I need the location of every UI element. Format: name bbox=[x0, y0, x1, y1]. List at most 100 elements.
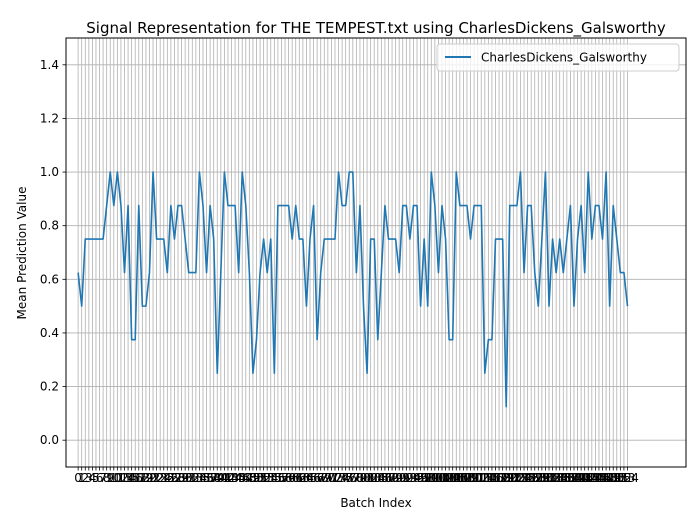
x-tick-label: 59 bbox=[281, 471, 296, 485]
x-tick-label: 140 bbox=[566, 471, 589, 485]
x-tick-label: 15 bbox=[124, 471, 139, 485]
x-tick-label: 38 bbox=[206, 471, 221, 485]
x-axis: 0123456789101112131415161718192021222324… bbox=[74, 467, 639, 485]
x-tick-label: 16 bbox=[128, 471, 143, 485]
x-tick-label: 6 bbox=[96, 471, 104, 485]
x-tick-label: 141 bbox=[570, 471, 593, 485]
x-tick-label: 152 bbox=[609, 471, 632, 485]
x-tick-label: 121 bbox=[498, 471, 521, 485]
x-tick-label: 58 bbox=[277, 471, 292, 485]
x-tick-label: 125 bbox=[513, 471, 536, 485]
x-tick-label: 137 bbox=[555, 471, 578, 485]
x-tick-label: 99 bbox=[424, 471, 439, 485]
legend-box bbox=[436, 43, 680, 72]
x-tick-label: 0 bbox=[74, 471, 82, 485]
y-tick-label: 1.4 bbox=[40, 58, 59, 72]
x-tick-label: 4 bbox=[89, 471, 97, 485]
x-tick-label: 136 bbox=[552, 471, 575, 485]
legend-entry: CharlesDickens_Galsworthy bbox=[481, 51, 647, 65]
x-tick-label: 39 bbox=[210, 471, 225, 485]
x-tick-label: 60 bbox=[285, 471, 300, 485]
x-tick-label: 48 bbox=[242, 471, 257, 485]
x-tick-label: 10 bbox=[106, 471, 121, 485]
x-tick-label: 64 bbox=[299, 471, 314, 485]
x-tick-label: 119 bbox=[491, 471, 514, 485]
x-tick-label: 36 bbox=[199, 471, 214, 485]
y-tick-label: 0.6 bbox=[40, 272, 59, 286]
x-tick-label: 51 bbox=[252, 471, 267, 485]
x-tick-label: 154 bbox=[616, 471, 639, 485]
y-tick-label: 1.0 bbox=[40, 165, 59, 179]
x-tick-label: 19 bbox=[138, 471, 153, 485]
x-tick-label: 104 bbox=[438, 471, 461, 485]
x-tick-label: 73 bbox=[331, 471, 346, 485]
x-tick-label: 57 bbox=[274, 471, 289, 485]
x-tick-label: 20 bbox=[142, 471, 157, 485]
x-tick-label: 32 bbox=[185, 471, 200, 485]
x-tick-label: 47 bbox=[238, 471, 253, 485]
x-tick-label: 23 bbox=[153, 471, 168, 485]
x-tick-label: 24 bbox=[156, 471, 171, 485]
x-tick-label: 41 bbox=[217, 471, 232, 485]
x-tick-label: 53 bbox=[260, 471, 275, 485]
legend: CharlesDickens_Galsworthy bbox=[436, 43, 680, 72]
x-tick-label: 72 bbox=[327, 471, 342, 485]
x-tick-label: 31 bbox=[181, 471, 196, 485]
x-tick-label: 63 bbox=[295, 471, 310, 485]
x-tick-label: 86 bbox=[377, 471, 392, 485]
x-tick-label: 131 bbox=[534, 471, 557, 485]
x-tick-label: 42 bbox=[220, 471, 235, 485]
x-tick-label: 97 bbox=[417, 471, 432, 485]
x-tick-label: 22 bbox=[149, 471, 164, 485]
x-tick-label: 55 bbox=[267, 471, 282, 485]
x-tick-label: 122 bbox=[502, 471, 525, 485]
x-tick-label: 143 bbox=[577, 471, 600, 485]
x-tick-label: 80 bbox=[356, 471, 371, 485]
x-tick-label: 88 bbox=[384, 471, 399, 485]
x-tick-label: 118 bbox=[488, 471, 511, 485]
x-tick-label: 18 bbox=[135, 471, 150, 485]
x-tick-label: 130 bbox=[530, 471, 553, 485]
x-tick-label: 109 bbox=[456, 471, 479, 485]
x-tick-label: 54 bbox=[263, 471, 278, 485]
x-tick-label: 84 bbox=[370, 471, 385, 485]
x-tick-label: 13 bbox=[117, 471, 132, 485]
x-tick-label: 69 bbox=[317, 471, 332, 485]
x-tick-label: 117 bbox=[484, 471, 507, 485]
x-tick-label: 100 bbox=[423, 471, 446, 485]
x-tick-label: 71 bbox=[324, 471, 339, 485]
plot-frame bbox=[65, 37, 687, 468]
x-tick-label: 114 bbox=[473, 471, 496, 485]
x-tick-label: 138 bbox=[559, 471, 582, 485]
y-axis: 0.0 0.2 0.4 0.6 0.8 1.0 1.2 1.4 bbox=[40, 58, 66, 447]
x-tick-label: 52 bbox=[256, 471, 271, 485]
x-tick-label: 147 bbox=[591, 471, 614, 485]
x-tick-label: 110 bbox=[459, 471, 482, 485]
y-tick-label: 0.8 bbox=[40, 219, 59, 233]
y-axis-label: Mean Prediction Value bbox=[15, 187, 29, 320]
x-tick-label: 49 bbox=[245, 471, 260, 485]
x-tick-label: 124 bbox=[509, 471, 532, 485]
x-tick-label: 151 bbox=[605, 471, 628, 485]
x-tick-label: 34 bbox=[192, 471, 207, 485]
x-tick-label: 123 bbox=[505, 471, 528, 485]
x-tick-label: 70 bbox=[320, 471, 335, 485]
x-tick-label: 139 bbox=[563, 471, 586, 485]
x-tick-label: 82 bbox=[363, 471, 378, 485]
x-tick-label: 150 bbox=[602, 471, 625, 485]
x-tick-label: 98 bbox=[420, 471, 435, 485]
x-tick-label: 43 bbox=[224, 471, 239, 485]
x-axis-label: Batch Index bbox=[340, 496, 411, 510]
plot-area bbox=[66, 38, 686, 467]
x-tick-label: 134 bbox=[545, 471, 568, 485]
x-tick-label: 2 bbox=[81, 471, 89, 485]
x-tick-label: 83 bbox=[367, 471, 382, 485]
x-tick-label: 33 bbox=[188, 471, 203, 485]
x-tick-label: 56 bbox=[270, 471, 285, 485]
x-tick-label: 89 bbox=[388, 471, 403, 485]
x-tick-label: 120 bbox=[495, 471, 518, 485]
x-tick-label: 107 bbox=[448, 471, 471, 485]
series-line bbox=[77, 171, 629, 408]
x-tick-label: 111 bbox=[463, 471, 486, 485]
